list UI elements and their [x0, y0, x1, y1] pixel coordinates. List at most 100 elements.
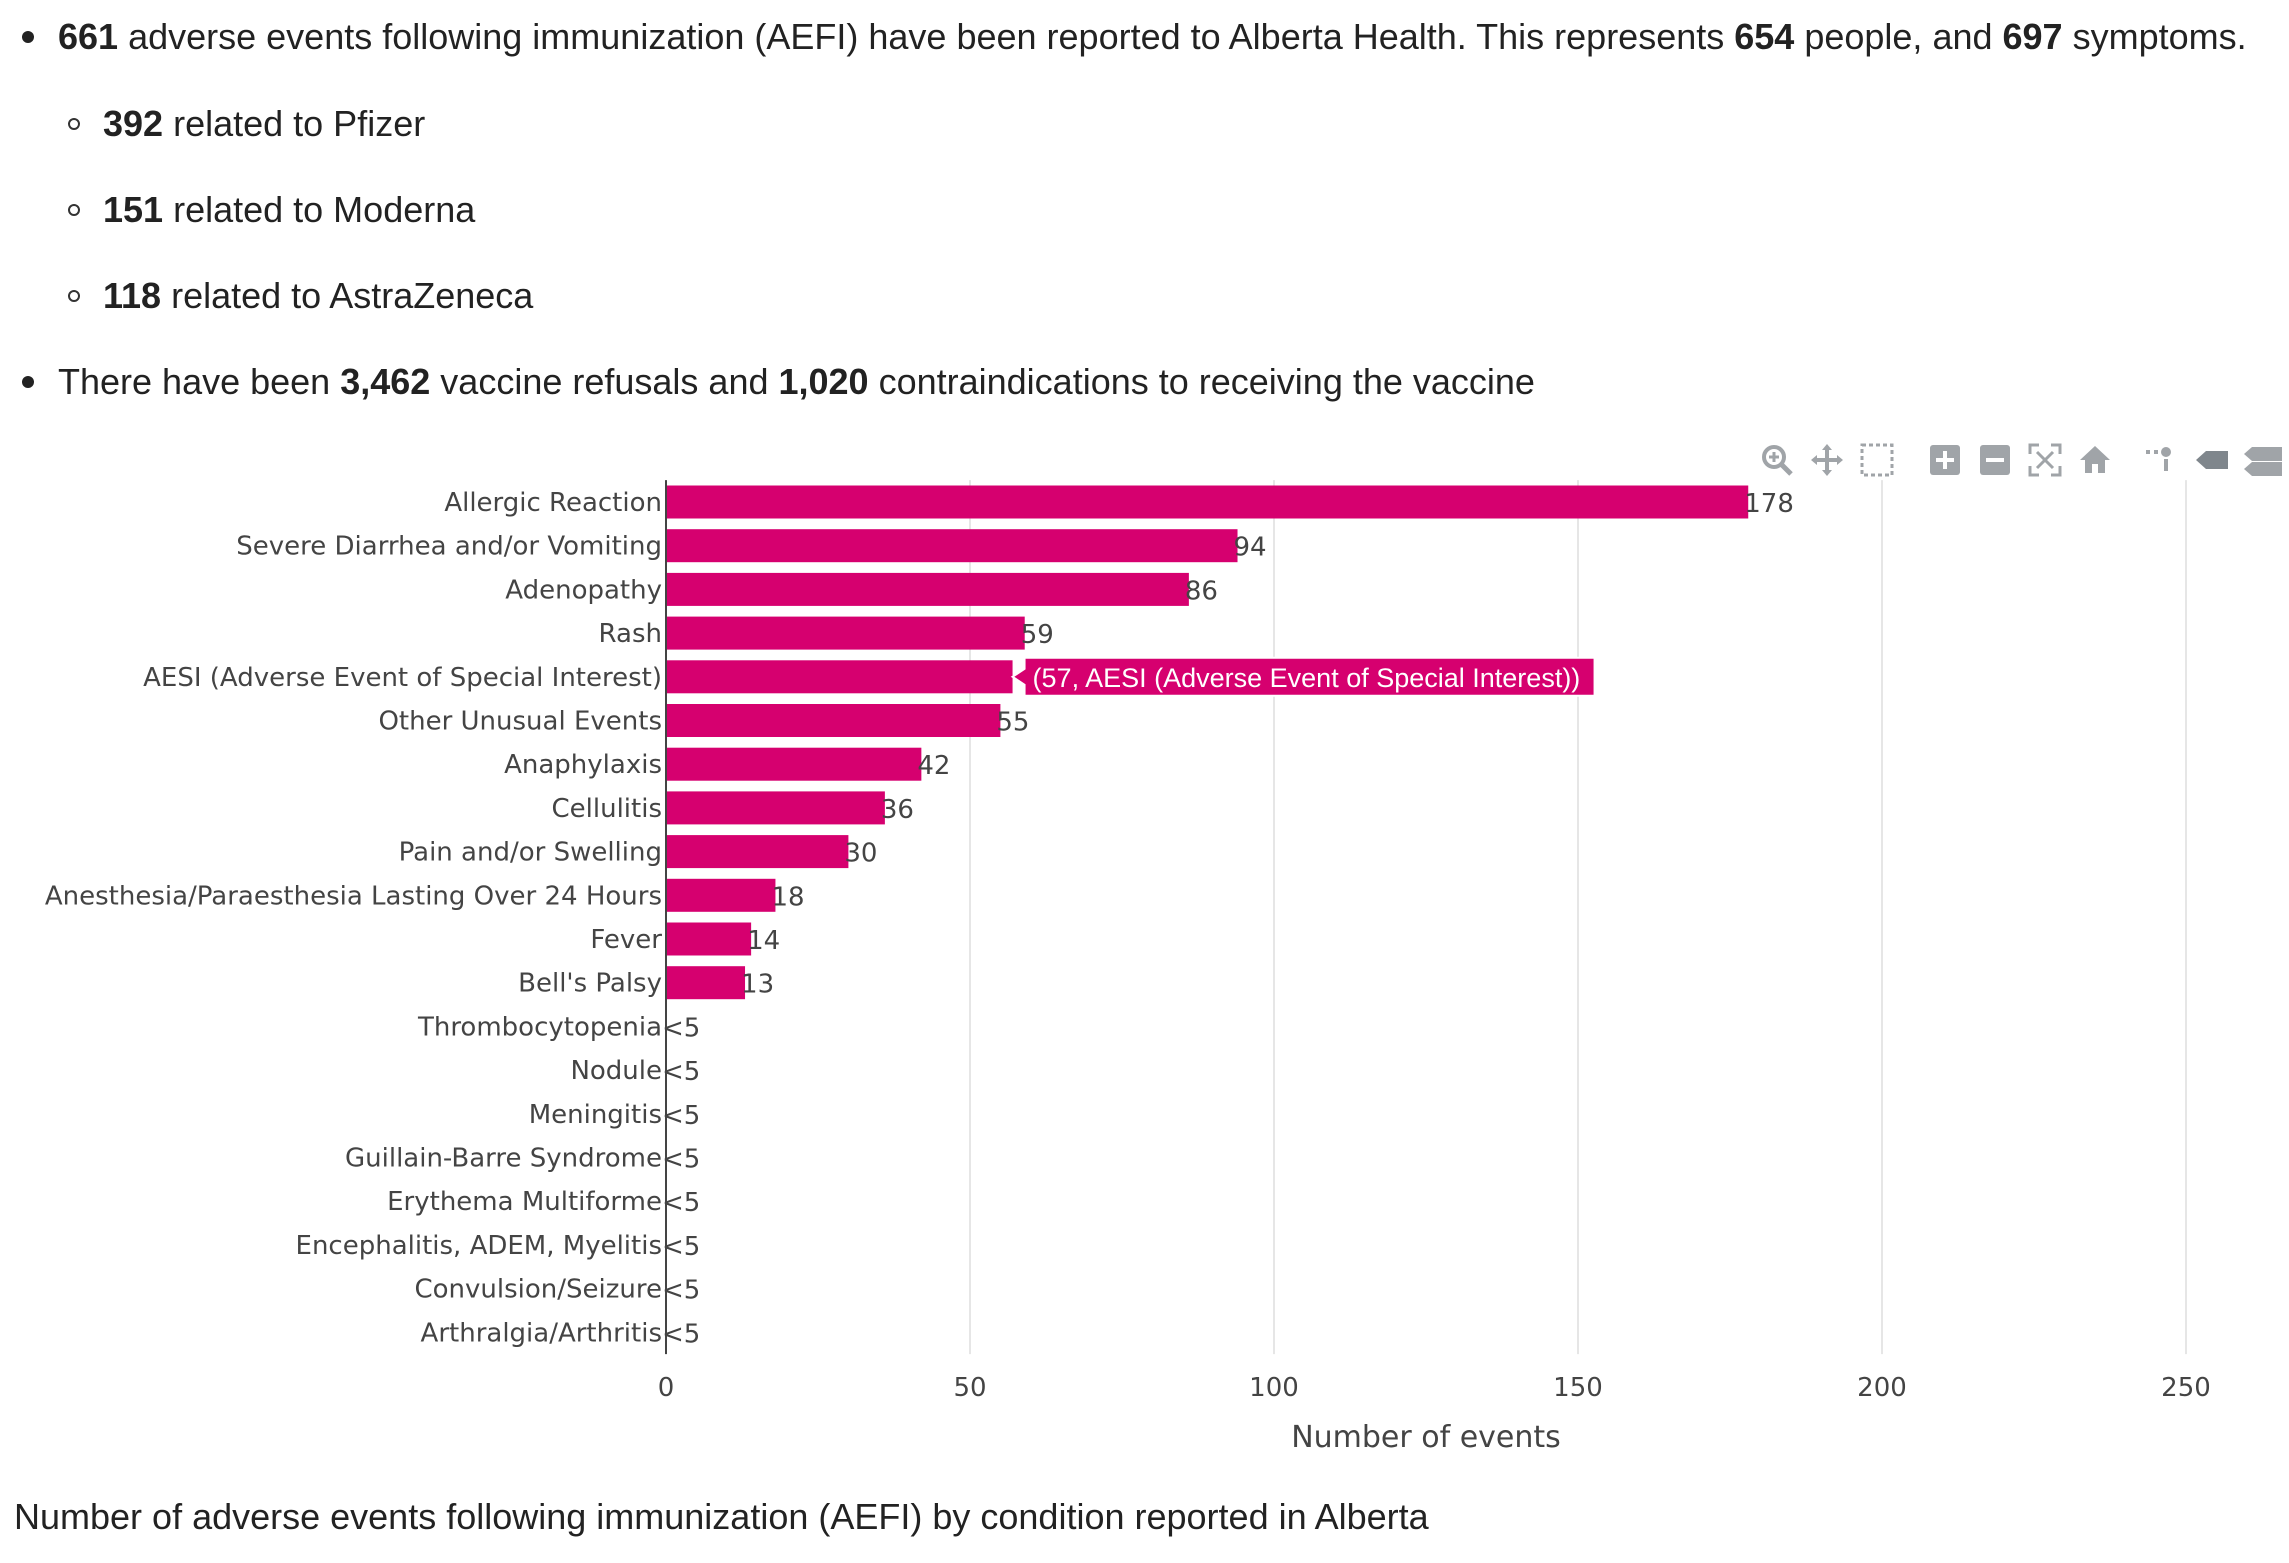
- x-tick-label: 100: [1249, 1373, 1299, 1403]
- category-label: Thrombocytopenia: [417, 1012, 662, 1042]
- sub-item-text: related to Pfizer: [163, 103, 426, 144]
- data-label: 42: [917, 751, 950, 781]
- category-label: Rash: [599, 619, 662, 649]
- x-tick-label: 50: [953, 1373, 986, 1403]
- sub-item-number: 118: [103, 275, 162, 316]
- sub-item-astrazeneca: 118 related to AstraZeneca: [103, 274, 533, 318]
- summary-text: adverse events following immunization (A…: [118, 16, 1735, 57]
- x-tick-label: 250: [2161, 1373, 2211, 1403]
- category-label: Nodule: [570, 1056, 662, 1086]
- category-label: Severe Diarrhea and/or Vomiting: [236, 532, 662, 562]
- pan-icon[interactable]: [1807, 442, 1847, 482]
- data-label: <5: [662, 1101, 700, 1131]
- data-label: <5: [662, 1276, 700, 1306]
- chart-caption: Number of adverse events following immun…: [14, 1496, 1429, 1537]
- sub-item-text: related to Moderna: [163, 189, 476, 230]
- data-label: 13: [741, 970, 774, 1000]
- data-label: 14: [747, 926, 780, 956]
- bar: [666, 835, 849, 869]
- category-label: Anesthesia/Paraesthesia Lasting Over 24 …: [45, 881, 662, 911]
- hover-closest-icon[interactable]: [2192, 442, 2232, 482]
- data-label: <5: [662, 1319, 700, 1349]
- data-label: 86: [1185, 576, 1218, 606]
- data-label: <5: [662, 1232, 700, 1262]
- category-label: Cellulitis: [552, 794, 663, 824]
- sub-item-text: related to AstraZeneca: [161, 275, 534, 316]
- chart-bars: [666, 485, 1749, 1000]
- summary-text: people, and: [1794, 16, 2003, 57]
- data-label: <5: [662, 1013, 700, 1043]
- chart-gridlines: [969, 480, 2187, 1355]
- zoom-out-icon[interactable]: [1975, 442, 2015, 482]
- bar: [666, 747, 922, 781]
- category-label: Convulsion/Seizure: [414, 1275, 662, 1305]
- people-count: 654: [1734, 16, 1795, 57]
- autoscale-icon[interactable]: [2025, 442, 2065, 482]
- data-label: 94: [1234, 533, 1267, 563]
- category-label: Anaphylaxis: [504, 750, 662, 780]
- x-tick-label: 150: [1553, 1373, 1603, 1403]
- data-label: <5: [662, 1145, 700, 1175]
- bar: [666, 616, 1025, 650]
- bar: [666, 966, 746, 1000]
- aefi-count: 661: [58, 16, 119, 57]
- sub-item-number: 392: [103, 103, 164, 144]
- category-label: Other Unusual Events: [378, 707, 662, 737]
- data-label: <5: [662, 1057, 700, 1087]
- bar: [666, 922, 752, 956]
- x-tick-label: 200: [1857, 1373, 1907, 1403]
- box-select-icon[interactable]: [1857, 442, 1897, 482]
- sub-item-moderna: 151 related to Moderna: [103, 188, 475, 232]
- summary-line-aefi: 661 adverse events following immunizatio…: [58, 15, 2247, 59]
- symptom-count: 697: [2002, 16, 2063, 57]
- hover-compare-icon[interactable]: [2242, 442, 2282, 482]
- data-label: <5: [662, 1188, 700, 1218]
- bar: [666, 660, 1013, 694]
- bar: [666, 485, 1749, 519]
- category-label: Fever: [590, 925, 662, 955]
- refusal-count: 3,462: [340, 361, 431, 402]
- category-label: Adenopathy: [505, 575, 662, 605]
- bullet-dot: [22, 376, 34, 388]
- zoom-icon[interactable]: [1757, 442, 1797, 482]
- category-label: Pain and/or Swelling: [399, 838, 662, 868]
- sub-bullet-ring: [68, 290, 80, 302]
- category-label: Guillain-Barre Syndrome: [345, 1144, 662, 1174]
- reset-axes-icon[interactable]: [2075, 442, 2115, 482]
- x-tick-label: 0: [658, 1373, 675, 1403]
- sub-item-pfizer: 392 related to Pfizer: [103, 102, 425, 146]
- chart-x-tick-labels: 0 50 100 150 200 250: [658, 1373, 2211, 1403]
- category-label: Bell's Palsy: [518, 969, 662, 999]
- data-label: 30: [844, 839, 877, 869]
- bar: [666, 791, 885, 825]
- spike-lines-icon[interactable]: [2140, 442, 2180, 482]
- data-label: 178: [1744, 489, 1794, 519]
- summary-line-refusals: There have been 3,462 vaccine refusals a…: [58, 360, 1535, 404]
- category-label: Allergic Reaction: [444, 488, 662, 518]
- category-label: Meningitis: [529, 1100, 662, 1130]
- data-label: 55: [996, 708, 1029, 738]
- zoom-in-icon[interactable]: [1925, 442, 1965, 482]
- category-label: AESI (Adverse Event of Special Interest): [143, 663, 662, 693]
- summary-text: vaccine refusals and: [430, 361, 779, 402]
- data-label: 18: [771, 882, 804, 912]
- hover-tooltip: (57, AESI (Adverse Event of Special Inte…: [1010, 656, 1596, 697]
- aefi-bar-chart: Allergic Reaction Severe Diarrhea and/or …: [45, 480, 2211, 1450]
- chart-y-tick-labels: Allergic Reaction Severe Diarrhea and/or …: [45, 488, 662, 1348]
- category-label: Arthralgia/Arthritis: [421, 1318, 662, 1348]
- summary-text: symptoms.: [2062, 16, 2247, 57]
- summary-text: contraindications to receiving the vacci…: [868, 361, 1535, 402]
- x-axis-title: Number of events: [1291, 1420, 1561, 1450]
- sub-bullet-ring: [68, 118, 80, 130]
- data-label: 59: [1021, 620, 1054, 650]
- contraindication-count: 1,020: [778, 361, 869, 402]
- sub-item-number: 151: [103, 189, 164, 230]
- bar: [666, 529, 1238, 563]
- tooltip-text: (57, AESI (Adverse Event of Special Inte…: [1033, 663, 1581, 693]
- category-label: Encephalitis, ADEM, Myelitis: [296, 1231, 662, 1261]
- bar: [666, 878, 776, 912]
- bullet-dot: [22, 31, 34, 43]
- bar: [666, 572, 1189, 606]
- bar: [666, 704, 1001, 737]
